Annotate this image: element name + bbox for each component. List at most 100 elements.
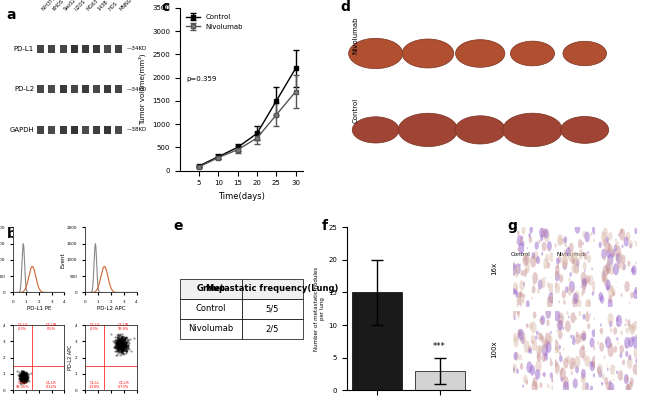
Point [116,341,127,347]
Circle shape [568,251,573,262]
Point [113,343,124,350]
Point [18,377,29,384]
Point [118,350,129,357]
Circle shape [600,323,602,326]
Point [18,372,28,378]
Circle shape [607,283,608,286]
Circle shape [597,364,603,375]
Point [21,371,32,377]
Circle shape [516,369,519,374]
Point [20,374,30,380]
Circle shape [616,253,621,264]
Point [16,377,27,383]
Point [18,374,29,380]
Point [19,369,29,376]
Circle shape [555,284,558,289]
Text: d: d [341,0,351,14]
Point [112,339,122,345]
Point [20,374,31,380]
Point [20,372,30,378]
Circle shape [546,320,550,326]
Point [17,375,27,381]
Point [18,377,29,383]
Point [114,341,125,347]
Point [17,372,27,378]
Point [109,344,119,351]
Point [20,375,30,381]
Circle shape [541,242,547,251]
Circle shape [512,288,515,295]
Circle shape [563,358,569,369]
Circle shape [517,303,519,307]
Circle shape [547,296,553,308]
Circle shape [547,303,550,308]
Circle shape [523,375,528,383]
Circle shape [571,254,574,259]
Bar [115,85,122,93]
Point [20,372,31,378]
Point [18,377,29,384]
Circle shape [594,318,595,320]
Point [118,338,129,345]
X-axis label: PD-L2 APC: PD-L2 APC [97,306,125,310]
Circle shape [516,241,517,244]
Point [18,377,29,384]
Point [16,373,27,379]
Circle shape [603,228,608,238]
Circle shape [625,324,626,326]
Bar [71,45,77,53]
Point [18,369,29,376]
Point [18,370,29,377]
Circle shape [593,238,595,242]
Point [117,331,127,337]
Circle shape [541,252,543,256]
Point [18,374,28,380]
Point [16,374,27,380]
Circle shape [582,279,587,290]
Point [116,346,127,352]
Point [112,341,122,347]
Point [16,368,27,375]
Point [115,347,125,353]
Circle shape [635,334,637,338]
Circle shape [582,378,584,381]
Point [18,379,29,385]
Circle shape [600,295,604,304]
Point [116,341,126,347]
Circle shape [582,242,584,245]
Point [116,339,126,346]
Point [118,343,129,350]
Point [19,372,29,378]
Point [16,372,27,378]
Point [20,370,30,377]
Point [112,338,123,344]
Bar [82,126,89,134]
Point [20,373,30,380]
Circle shape [542,341,547,351]
Point [120,342,130,348]
Point [116,341,127,348]
Circle shape [634,347,639,359]
Point [20,377,30,383]
Circle shape [629,240,633,249]
Point [113,341,124,347]
Circle shape [528,233,531,238]
Point [112,345,122,351]
Point [20,375,30,381]
Point [120,347,131,354]
Text: —38KD: —38KD [127,127,147,133]
Point [19,370,29,376]
Point [111,338,122,345]
Circle shape [607,365,608,367]
Circle shape [514,316,516,320]
Point [114,344,125,350]
Point [117,341,127,347]
Point [122,344,132,350]
Point [112,337,122,343]
Point [111,339,122,345]
Point [17,373,27,380]
Circle shape [517,308,520,315]
Point [21,378,32,384]
Point [116,334,126,340]
Circle shape [610,265,614,275]
